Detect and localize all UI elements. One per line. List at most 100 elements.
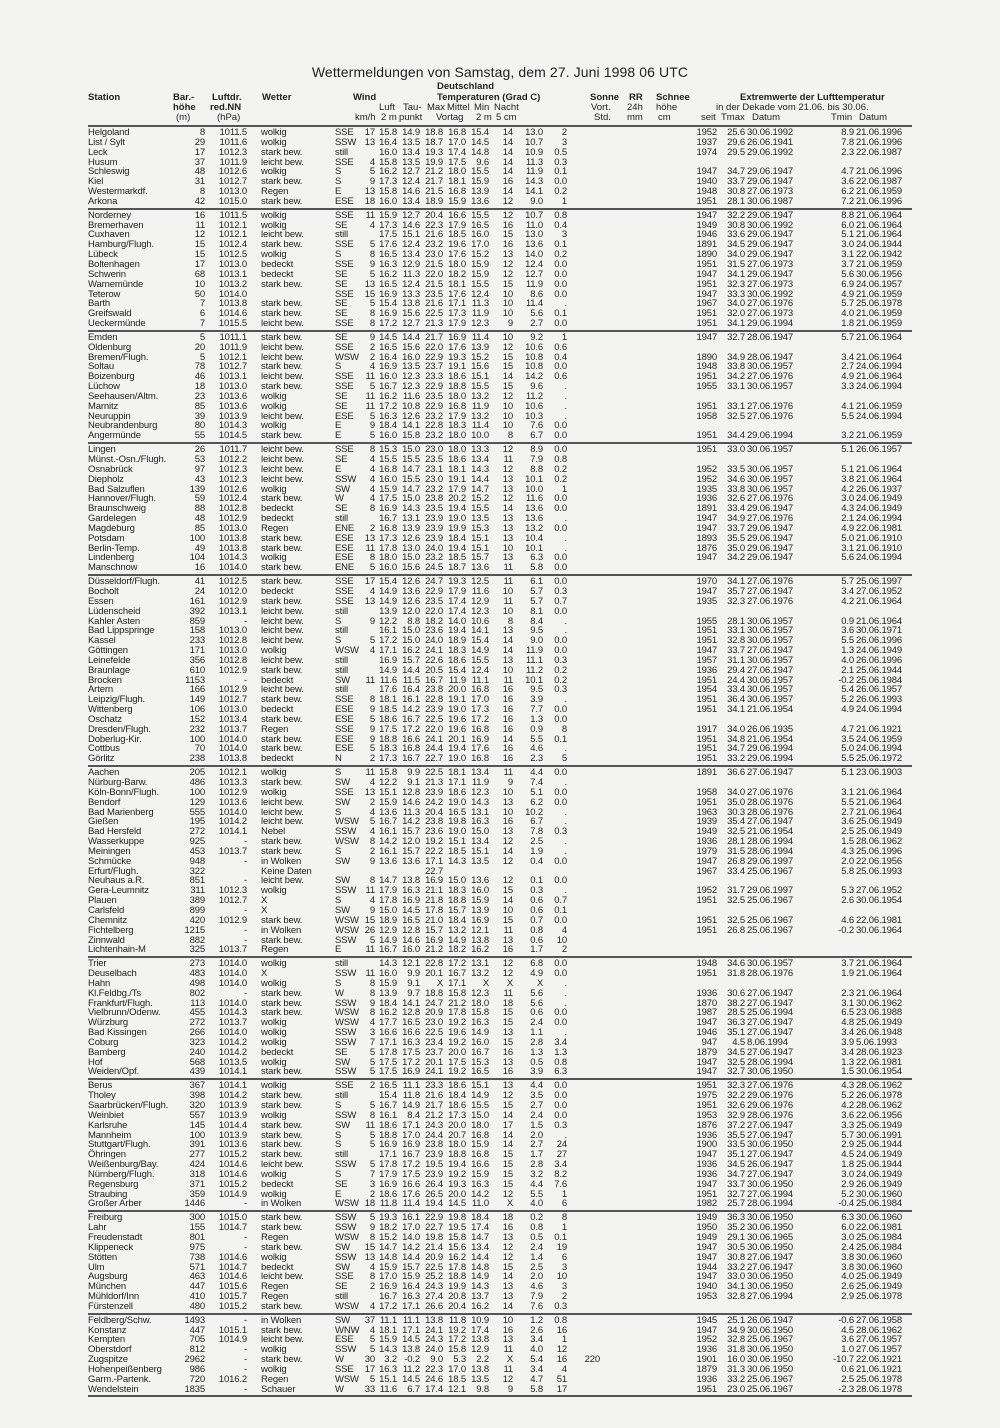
tmin: 2.9 bbox=[841, 1291, 854, 1303]
table-row: Plauen 389 1012.7 X S 4 17.8 16.9 21.8 18.8 15.9 14… bbox=[88, 896, 912, 906]
mean-temp: 17.3 bbox=[448, 308, 466, 320]
tmin: -0.2 bbox=[838, 674, 854, 686]
station-height: 367 bbox=[189, 1080, 206, 1092]
sunshine-hours: 4.4 bbox=[530, 1080, 543, 1092]
min-temp: 18.4 bbox=[471, 1212, 489, 1224]
table-row: Ueckermünde 7 1015.5 leicht bew. SSE 8 17.2 12.… bbox=[88, 319, 912, 329]
tmax-date: 30.06.1950 bbox=[747, 1324, 794, 1336]
tmax-date: 30.06.1965 bbox=[747, 1231, 794, 1243]
air-temp: 16.5 bbox=[379, 278, 397, 290]
sunshine-hours: 0.2 bbox=[530, 1212, 543, 1224]
dew-point: 17.5 bbox=[402, 1168, 420, 1180]
table-row: Braunlage 610 1012.9 stark bew. still 14.9 14.… bbox=[88, 665, 912, 676]
max-temp: 23.5 bbox=[425, 503, 443, 515]
header-bar-unit: (m) bbox=[176, 112, 191, 123]
sunshine-hours: 10.1 bbox=[525, 473, 543, 485]
air-temp: 13.6 bbox=[379, 855, 397, 867]
tmin-date: 21.06.1959 bbox=[856, 258, 903, 270]
tmin-date: 24.06.1994 bbox=[856, 704, 903, 716]
station-height: 85 bbox=[194, 400, 205, 412]
dew-point: 12.0 bbox=[402, 836, 420, 848]
wind-direction: SSE bbox=[335, 595, 354, 607]
precipitation: . bbox=[564, 298, 568, 310]
precipitation: 0.1 bbox=[554, 239, 567, 251]
weather: stark bew. bbox=[261, 997, 303, 1009]
header-decade: in der Dekade vom 21.06. bis 30.06. bbox=[716, 102, 869, 113]
max-temp: 19.2 bbox=[425, 836, 443, 848]
max-temp: 23.9 bbox=[425, 704, 443, 716]
dew-point: 13.4 bbox=[402, 249, 420, 261]
record-since bbox=[600, 563, 717, 573]
max-temp: 23.4 bbox=[425, 1036, 443, 1048]
table-row: Artern 166 1012.9 leicht bew. still 17.6 16.4 2… bbox=[88, 685, 912, 695]
night-min-5cm: 18 bbox=[502, 1212, 513, 1224]
wind-speed: 5 bbox=[369, 635, 375, 647]
night-min-5cm: 16 bbox=[502, 1066, 513, 1078]
snow-depth bbox=[567, 445, 600, 455]
tmin-date: 25.06.1972 bbox=[856, 753, 903, 765]
record-since: 1952 bbox=[696, 1334, 717, 1346]
night-min-5cm: 10 bbox=[502, 542, 513, 554]
tmin: 3.1 bbox=[841, 997, 854, 1009]
station-name: Weiden/Opf. bbox=[88, 1066, 139, 1078]
tmin: 5.0 bbox=[841, 532, 854, 544]
min-temp: 11.1 bbox=[471, 674, 489, 686]
station-height: 171 bbox=[189, 645, 206, 657]
tmin-date: 21.06.1964 bbox=[856, 351, 903, 363]
sunshine-hours: 13.0 bbox=[525, 229, 543, 241]
snow-depth bbox=[567, 989, 600, 999]
max-temp: 24.0 bbox=[425, 542, 443, 554]
station-name: Hof bbox=[88, 1056, 103, 1068]
tmax-date: 30.06.1950 bbox=[747, 1241, 794, 1253]
max-temp: 23.5 bbox=[425, 595, 443, 607]
tmin-date: 25.06.1997 bbox=[856, 576, 903, 588]
header-min: Min bbox=[474, 102, 490, 113]
wind-direction: SSW bbox=[335, 885, 357, 897]
min-temp: 14.2 bbox=[471, 1188, 489, 1200]
tmax-date: 27.06.1994 bbox=[747, 1188, 794, 1200]
max-temp: 21.5 bbox=[425, 186, 443, 198]
table-row: Magdeburg 85 1013.0 Regen ENE 2 16.8 13.9 23.9 19… bbox=[88, 524, 912, 534]
snow-depth bbox=[567, 343, 600, 353]
mean-temp: 17.5 bbox=[448, 1056, 466, 1068]
station-name: Kahler Asten bbox=[88, 615, 141, 627]
air-temp: 15.8 bbox=[379, 127, 397, 138]
record-since: 1935 bbox=[696, 595, 717, 607]
tmin-date: 30.06.1960 bbox=[856, 1212, 903, 1224]
max-temp: 24.3 bbox=[425, 1119, 443, 1131]
dew-point: 11.5 bbox=[402, 674, 420, 686]
record-since: 1987 bbox=[696, 1007, 717, 1019]
precipitation: 27 bbox=[556, 1149, 567, 1161]
pressure: 1014.3 bbox=[218, 420, 247, 432]
station-name: Plauen bbox=[88, 895, 117, 907]
tmin: 5.2 bbox=[841, 1188, 854, 1200]
snow-depth bbox=[567, 392, 600, 402]
sunshine-hours: 4.0 bbox=[530, 1198, 543, 1210]
precipitation: 1 bbox=[561, 331, 567, 343]
header-nacht: Nacht bbox=[494, 102, 519, 113]
pressure: - bbox=[243, 1363, 247, 1375]
tmin-date: 21.06.1964 bbox=[856, 958, 903, 970]
dew-point: 11.4 bbox=[402, 1198, 420, 1210]
tmin-date: 28.06.1962 bbox=[856, 836, 903, 848]
wind-direction: SE bbox=[335, 278, 348, 290]
tmax: 34.2 bbox=[727, 371, 745, 383]
precipitation: 0.0 bbox=[554, 704, 567, 716]
tmax: 29.1 bbox=[727, 1231, 745, 1243]
pressure: 1012.4 bbox=[218, 239, 247, 251]
record-since: 1947 bbox=[696, 513, 717, 525]
snow-depth bbox=[567, 626, 600, 636]
tmax: 32.5 bbox=[727, 914, 745, 926]
precipitation: 8 bbox=[561, 1212, 567, 1224]
max-temp: 23.0 bbox=[425, 473, 443, 485]
mean-temp: 17.8 bbox=[448, 1261, 466, 1273]
snow-depth bbox=[567, 465, 600, 475]
tmax-date: 27.06.1947 bbox=[747, 1261, 794, 1273]
tmax-date: 26.06.1947 bbox=[747, 1159, 794, 1171]
station-height: 359 bbox=[189, 1188, 206, 1200]
station-height: 12 bbox=[194, 229, 205, 241]
snow-depth bbox=[567, 945, 600, 955]
wind-direction: SSW bbox=[335, 934, 357, 946]
air-temp: 17.3 bbox=[379, 753, 397, 765]
dew-point: 6.7 bbox=[407, 1383, 420, 1395]
